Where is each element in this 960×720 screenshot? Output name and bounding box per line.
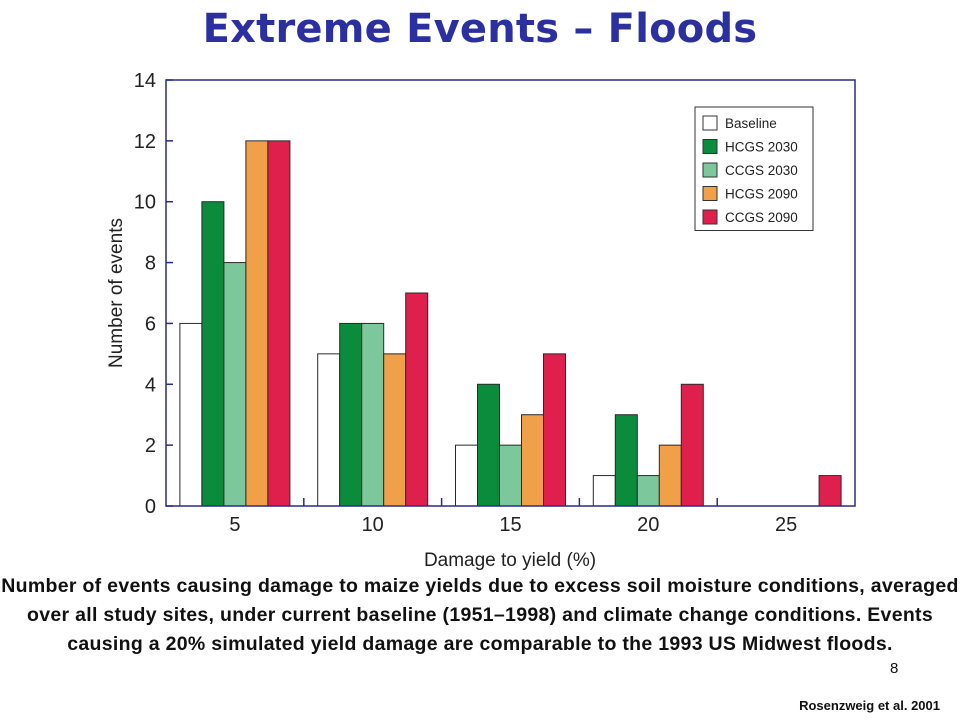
bar-baseline-20 <box>592 475 616 507</box>
bars-layer <box>179 140 842 507</box>
legend-swatch <box>702 186 718 201</box>
bar-baseline-5 <box>179 322 203 507</box>
legend-label: CCGS 2030 <box>725 163 798 178</box>
x-axis-label: Damage to yield (%) <box>424 550 596 571</box>
bar-ccgs-2090-15 <box>543 353 566 507</box>
bar-ccgs-2090-25 <box>818 475 842 507</box>
legend-label: CCGS 2090 <box>725 210 798 225</box>
x-tick-label: 20 <box>637 514 659 536</box>
y-axis-label: Number of events <box>106 218 127 368</box>
bar-hcgs-2030-20 <box>614 414 638 507</box>
bar-ccgs-2030-10 <box>361 322 385 507</box>
citation: Rosenzweig et al. 2001 <box>799 698 940 713</box>
x-tick-label: 15 <box>499 514 521 536</box>
x-tick-label: 25 <box>775 514 797 536</box>
page-number: 8 <box>890 660 899 677</box>
slide-title: Extreme Events – Floods <box>202 6 758 52</box>
legend-label: HCGS 2030 <box>725 140 798 155</box>
y-tick-label: 0 <box>145 496 156 518</box>
legend-swatch <box>702 139 718 154</box>
x-tick-label: 10 <box>362 514 384 536</box>
bar-ccgs-2090-10 <box>405 292 429 507</box>
x-tick-label: 5 <box>229 514 240 536</box>
bar-hcgs-2090-15 <box>521 414 544 507</box>
y-tick-label: 10 <box>134 192 156 214</box>
legend-swatch <box>702 115 718 131</box>
axis-layer: 0 2 4 6 8 10 12 14 5 10 15 20 25 <box>134 70 797 536</box>
legend-swatch <box>702 209 718 225</box>
legend-label: Baseline <box>725 116 777 131</box>
plot-frame <box>165 79 856 507</box>
bar-hcgs-2090-20 <box>658 444 682 507</box>
y-tick-label: 6 <box>145 313 156 335</box>
figure-caption: Number of events causing damage to maize… <box>1 575 959 655</box>
bar-ccgs-2030-15 <box>499 444 522 507</box>
legend: Baseline HCGS 2030 CCGS 2030 HCGS 2090 CCGS … <box>694 106 814 231</box>
legend-swatch <box>702 162 718 178</box>
bar-hcgs-2030-5 <box>201 201 225 507</box>
bar-ccgs-2090-20 <box>680 383 704 507</box>
y-tick-label: 4 <box>145 374 156 396</box>
y-tick-label: 2 <box>145 435 156 457</box>
y-tick-label: 14 <box>134 70 156 92</box>
bar-hcgs-2030-10 <box>339 322 363 507</box>
y-tick-label: 8 <box>145 253 156 275</box>
bar-hcgs-2090-5 <box>245 140 269 507</box>
legend-label: HCGS 2090 <box>725 187 798 202</box>
bar-hcgs-2090-10 <box>383 353 407 507</box>
bar-ccgs-2030-5 <box>223 262 247 507</box>
bar-hcgs-2030-15 <box>477 383 500 507</box>
bar-ccgs-2090-5 <box>267 140 291 507</box>
y-tick-label: 12 <box>134 131 156 153</box>
bar-baseline-15 <box>455 444 478 507</box>
bar-baseline-10 <box>317 353 341 507</box>
bar-ccgs-2030-20 <box>636 475 660 507</box>
